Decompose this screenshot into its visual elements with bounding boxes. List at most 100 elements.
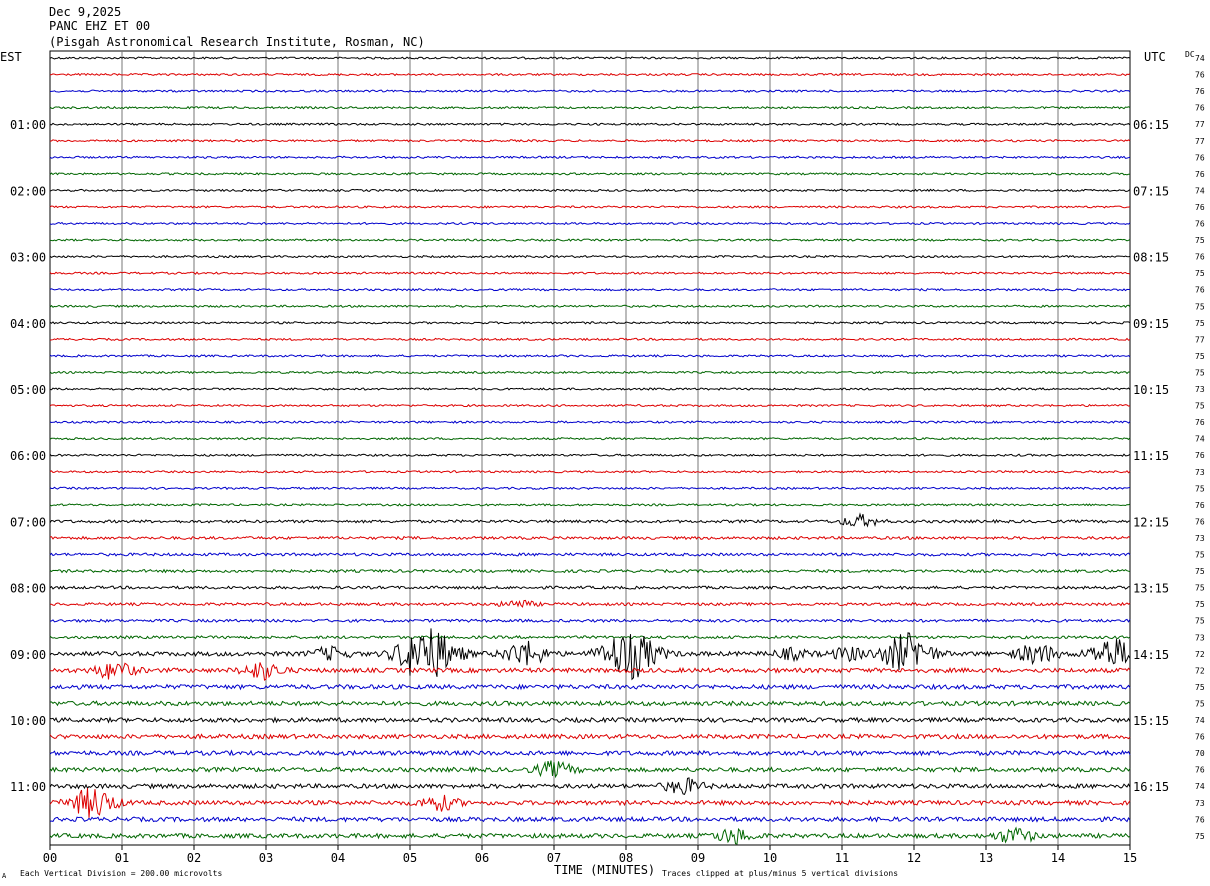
trace-group	[49, 56, 1131, 845]
dc-offset-value: 72	[1195, 666, 1205, 675]
seismic-trace	[49, 749, 1131, 757]
dc-offset-value: 73	[1195, 633, 1205, 642]
dc-offset-value: 76	[1195, 253, 1205, 262]
seismic-trace	[49, 552, 1131, 557]
dc-offset-value: 74	[1195, 186, 1205, 195]
seismic-trace	[49, 826, 1131, 845]
x-tick-label: 04	[331, 851, 345, 865]
x-tick-label: 08	[619, 851, 633, 865]
x-tick-label: 13	[979, 851, 993, 865]
dc-offset-value: 76	[1195, 766, 1205, 775]
seismic-trace	[49, 662, 1131, 681]
seismic-trace	[49, 188, 1131, 193]
dc-offset-value: 77	[1195, 137, 1205, 146]
seismic-trace	[49, 56, 1131, 60]
right-hour-label: 15:15	[1133, 714, 1169, 728]
left-hour-label: 09:00	[10, 648, 46, 662]
seismic-trace	[49, 304, 1131, 308]
x-axis-ticks: 00 01 02 03 04 05 06 07 08 09 10 11 12 13 14 15	[43, 845, 1137, 865]
seismic-trace	[49, 205, 1131, 209]
seismic-trace	[49, 699, 1131, 707]
dc-offset-value: 74	[1195, 716, 1205, 725]
seismic-trace	[49, 777, 1131, 796]
dc-offset-value: 75	[1195, 617, 1205, 626]
left-hour-label: 05:00	[10, 383, 46, 397]
dc-offset-value: 75	[1195, 567, 1205, 576]
dc-offset-value: 75	[1195, 352, 1205, 361]
x-tick-label: 05	[403, 851, 417, 865]
seismic-trace	[49, 72, 1131, 77]
dc-offset-value: 75	[1195, 551, 1205, 560]
dc-offset-value: 75	[1195, 319, 1205, 328]
right-hour-label: 12:15	[1133, 515, 1169, 529]
x-tick-label: 15	[1123, 851, 1137, 865]
left-hour-label: 07:00	[10, 515, 46, 529]
plot-date: Dec 9,2025	[49, 5, 121, 19]
dc-offset-value: 77	[1195, 120, 1205, 129]
dc-offset-value: 75	[1195, 699, 1205, 708]
dc-offset-value: 76	[1195, 286, 1205, 295]
dc-offset-value: 76	[1195, 517, 1205, 526]
seismic-trace	[49, 221, 1131, 226]
right-hour-labels: 06:15 07:15 08:15 09:15 10:15 11:15 12:15 13:15…	[1133, 118, 1169, 794]
seismic-trace	[49, 105, 1131, 110]
dc-offset-value: 75	[1195, 683, 1205, 692]
right-hour-label: 10:15	[1133, 383, 1169, 397]
seismic-trace	[49, 403, 1131, 408]
dc-offset-value: 76	[1195, 71, 1205, 80]
dc-offset-value: 76	[1195, 170, 1205, 179]
right-hour-label: 14:15	[1133, 648, 1169, 662]
dc-offset-value: 75	[1195, 832, 1205, 841]
seismic-trace	[49, 139, 1131, 143]
seismic-trace	[49, 512, 1131, 528]
x-tick-label: 03	[259, 851, 273, 865]
seismic-trace	[49, 683, 1131, 691]
x-tick-label: 09	[691, 851, 705, 865]
dc-offset-value: 73	[1195, 385, 1205, 394]
seismic-trace	[49, 354, 1131, 358]
seismic-trace	[49, 337, 1131, 342]
station-code: PANC EHZ ET 00	[49, 19, 150, 33]
left-hour-label: 01:00	[10, 118, 46, 132]
dc-offset-value: 77	[1195, 335, 1205, 344]
seismic-trace	[49, 585, 1130, 590]
dc-offset-value: 73	[1195, 799, 1205, 808]
seismic-trace	[49, 568, 1131, 574]
right-hour-label: 11:15	[1133, 449, 1169, 463]
seismic-trace	[49, 271, 1131, 275]
institution-name: (Pisgah Astronomical Research Institute,…	[49, 35, 425, 49]
dc-offset-value: 75	[1195, 484, 1205, 493]
seismic-trace	[49, 486, 1131, 491]
clip-note: Traces clipped at plus/minus 5 vertical …	[662, 869, 898, 878]
seismic-trace	[49, 716, 1131, 724]
x-tick-label: 14	[1051, 851, 1065, 865]
seismic-trace	[49, 287, 1131, 292]
right-hour-label: 08:15	[1133, 251, 1169, 265]
seismic-trace	[49, 815, 1131, 823]
right-hour-label: 09:15	[1133, 317, 1169, 331]
dc-offset-value: 75	[1195, 402, 1205, 411]
dc-offset-value: 76	[1195, 220, 1205, 229]
x-tick-label: 01	[115, 851, 129, 865]
right-hour-label: 16:15	[1133, 780, 1169, 794]
dc-offset-value: 76	[1195, 87, 1205, 96]
x-tick-label: 07	[547, 851, 561, 865]
seismic-trace	[49, 254, 1131, 259]
scale-note: Each Vertical Division = 200.00 microvol…	[20, 869, 222, 878]
dc-offset-value: 72	[1195, 650, 1205, 659]
dc-offset-value: 76	[1195, 418, 1205, 427]
left-hour-label: 04:00	[10, 317, 46, 331]
x-tick-label: 12	[907, 851, 921, 865]
dc-offset-value: 73	[1195, 534, 1205, 543]
left-hour-label: 08:00	[10, 582, 46, 596]
dc-offset-value: 76	[1195, 501, 1205, 510]
seismic-trace	[49, 453, 1131, 457]
seismic-trace	[49, 89, 1131, 93]
seismic-trace	[49, 387, 1131, 391]
x-tick-label: 11	[835, 851, 849, 865]
x-tick-label: 10	[763, 851, 777, 865]
dc-offset-value: 74	[1195, 782, 1205, 791]
x-tick-label: 00	[43, 851, 57, 865]
dc-offset-value: 76	[1195, 203, 1205, 212]
